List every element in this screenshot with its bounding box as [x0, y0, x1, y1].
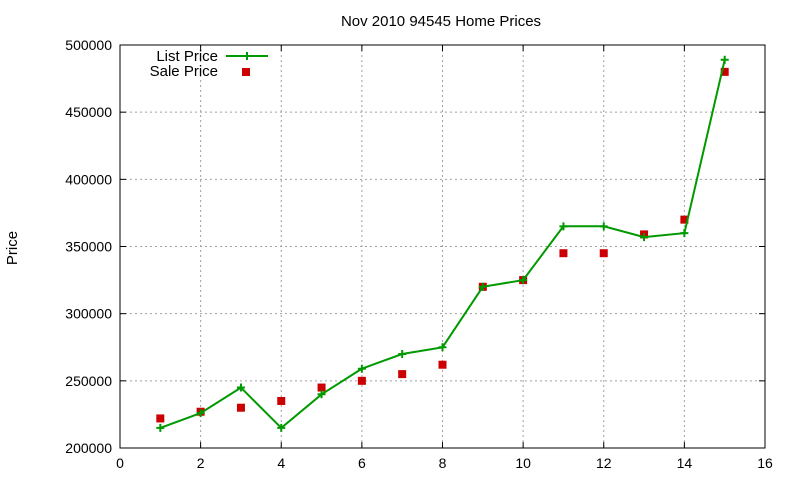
legend-label-sale-price: Sale Price [150, 63, 218, 80]
chart-title: Nov 2010 94545 Home Prices [341, 13, 541, 30]
list-price-point [357, 364, 366, 373]
x-tick-label: 16 [757, 455, 773, 471]
x-tick-label: 8 [439, 455, 447, 471]
list-price-point [680, 229, 689, 238]
list-price-point [438, 343, 447, 352]
legend: List Price Sale Price [150, 48, 268, 80]
y-tick-label: 450000 [65, 104, 112, 120]
legend-label-list-price: List Price [156, 48, 218, 65]
sale-price-point [277, 396, 286, 405]
sale-price-point [559, 249, 568, 258]
list-price-point [317, 390, 326, 399]
list-price-point [196, 409, 205, 418]
sale-price-point [438, 360, 447, 369]
series-layer [156, 55, 729, 432]
y-tick-label: 350000 [65, 239, 112, 255]
legend-marker-sale-price [242, 68, 250, 76]
list-price-point [559, 222, 568, 231]
legend-marker-list-price [243, 52, 251, 60]
sale-price-point [156, 414, 165, 423]
x-tick-label: 0 [116, 455, 124, 471]
y-tick-label: 500000 [65, 37, 112, 53]
sale-price-point [720, 67, 729, 76]
list-price-point [398, 349, 407, 358]
y-tick-label: 200000 [65, 440, 112, 456]
plot-frame [119, 44, 766, 449]
sale-price-point [680, 215, 689, 224]
x-tick-label: 12 [596, 455, 612, 471]
list-price-point [236, 383, 245, 392]
list-price-point [720, 55, 729, 64]
list-price-point [478, 282, 487, 291]
sale-price-point [317, 383, 326, 392]
list-price-point [156, 423, 165, 432]
grid [120, 45, 765, 448]
x-tick-label: 14 [677, 455, 693, 471]
list-price-point [640, 233, 649, 242]
x-tick-label: 4 [277, 455, 285, 471]
tick-labels: 0 2 4 6 8 10 12 14 16 200000 250000 300000 350000 400… [65, 37, 773, 471]
y-tick-label: 250000 [65, 373, 112, 389]
sale-price-point [398, 370, 407, 379]
list-price-point [277, 423, 286, 432]
x-tick-label: 10 [515, 455, 531, 471]
sale-price-point [357, 376, 366, 385]
sale-price-point [599, 249, 608, 258]
list-price-point [599, 222, 608, 231]
x-tick-label: 6 [358, 455, 366, 471]
y-axis-label: Price [4, 231, 21, 265]
list-price-point [519, 276, 528, 285]
x-tick-label: 2 [197, 455, 205, 471]
sale-price-point [236, 403, 245, 412]
y-tick-label: 300000 [65, 306, 112, 322]
y-tick-label: 400000 [65, 171, 112, 187]
